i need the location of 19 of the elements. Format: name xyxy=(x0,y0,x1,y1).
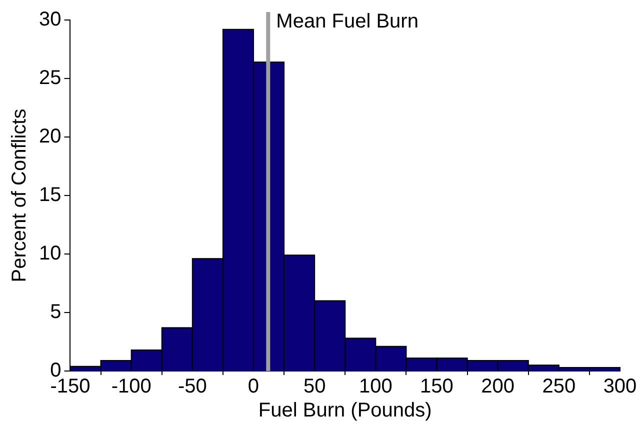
x-tick-label: 300 xyxy=(603,376,637,398)
x-tick-label: 50 xyxy=(303,376,326,398)
x-tick-label: 150 xyxy=(420,376,454,398)
x-tick-label: 200 xyxy=(481,376,515,398)
x-tick-label: -100 xyxy=(111,376,152,398)
x-axis-title: Fuel Burn (Pounds) xyxy=(258,400,432,422)
x-tick-label: 250 xyxy=(542,376,576,398)
y-tick-label: 25 xyxy=(38,67,62,90)
y-axis-title: Percent of Conflicts xyxy=(8,108,31,282)
x-tick-label: -150 xyxy=(50,376,90,398)
x-tick-label: -50 xyxy=(178,376,207,398)
ref-line-label: Mean Fuel Burn xyxy=(276,10,418,33)
y-tick-label: 30 xyxy=(38,8,62,31)
y-tick-label: 10 xyxy=(38,242,62,265)
y-tick-label: 20 xyxy=(38,126,62,148)
x-tick-label: 0 xyxy=(248,376,260,398)
y-tick-label: 15 xyxy=(38,184,62,206)
x-tick-label: 100 xyxy=(358,376,392,398)
y-tick-label: 5 xyxy=(50,301,62,324)
